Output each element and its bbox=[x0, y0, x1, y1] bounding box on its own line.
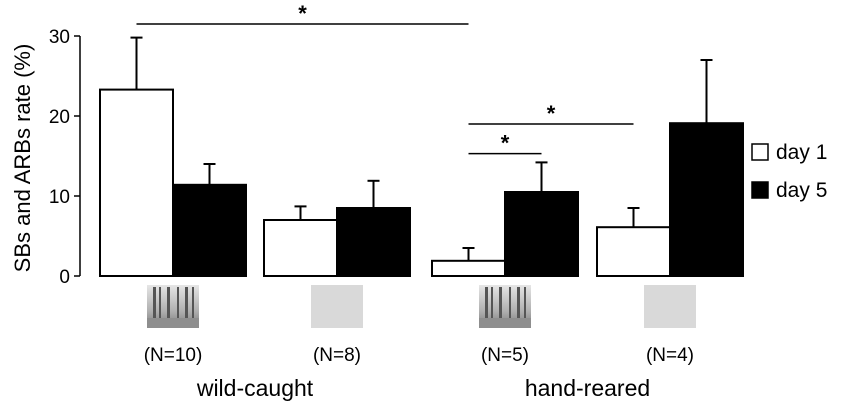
legend: day 1 day 5 bbox=[751, 141, 827, 202]
category-label: (N=4) bbox=[646, 345, 694, 366]
bar-day-1-0 bbox=[99, 88, 174, 277]
forest-photo-thumbnail bbox=[147, 285, 199, 328]
group-label: hand-reared bbox=[525, 375, 650, 401]
bar-day-5-0 bbox=[172, 183, 247, 277]
significance-star: * bbox=[298, 1, 307, 26]
bar-day-1-2 bbox=[431, 259, 506, 277]
forest-photo-thumbnail bbox=[479, 285, 531, 328]
legend-label: day 1 bbox=[776, 141, 827, 164]
legend-swatch bbox=[751, 143, 769, 161]
category-label: (N=8) bbox=[313, 345, 361, 366]
y-axis: 0 10 20 30 bbox=[49, 27, 81, 288]
significance-annotations: * * * bbox=[136, 1, 634, 156]
legend-swatch bbox=[751, 181, 769, 199]
group-label: wild-caught bbox=[196, 375, 314, 401]
y-tick-label: 30 bbox=[49, 27, 70, 48]
significance-star: * bbox=[501, 131, 510, 156]
legend-label: day 5 bbox=[776, 179, 827, 202]
y-tick-label: 10 bbox=[49, 187, 70, 208]
bar-day-5-1 bbox=[336, 207, 411, 277]
bars bbox=[99, 36, 744, 277]
category-label: (N=5) bbox=[481, 345, 529, 366]
gray-square-thumbnail bbox=[311, 285, 363, 328]
category-label: (N=10) bbox=[144, 345, 203, 366]
significance-star: * bbox=[547, 101, 556, 126]
bar-day-1-1 bbox=[263, 219, 338, 277]
gray-square-thumbnail bbox=[644, 285, 696, 328]
bar-day-1-3 bbox=[596, 226, 671, 277]
y-tick-label: 20 bbox=[49, 107, 70, 128]
y-tick-label: 0 bbox=[59, 267, 70, 288]
y-axis-label: SBs and ARBs rate (%) bbox=[10, 44, 35, 273]
bar-day-5-3 bbox=[669, 122, 744, 277]
category-labels: (N=10) (N=8) (N=5) (N=4) wild-caught hand-rea… bbox=[144, 285, 696, 401]
bar-day-5-2 bbox=[504, 191, 579, 277]
